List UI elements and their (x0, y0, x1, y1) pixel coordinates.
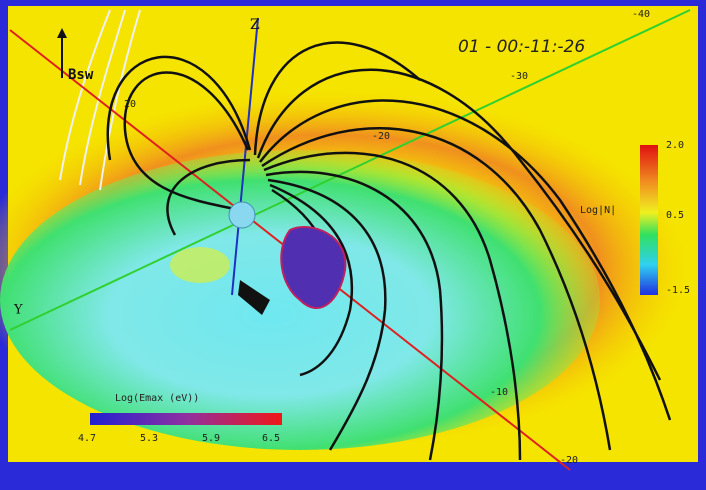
colorbar-tick-label: 5.9 (202, 433, 220, 444)
y-axis (9, 9, 691, 331)
particle-cloud-shadow (238, 280, 270, 315)
z-axis (231, 17, 259, 296)
colorbar-tick-label: 0.5 (666, 210, 684, 221)
bsw-arrowhead (57, 28, 67, 38)
axis-tick-label: -30 (510, 71, 528, 82)
z-label: Z (250, 17, 260, 33)
colorbar-tick-label: -1.5 (666, 285, 690, 296)
colorbar-tick-label: 2.0 (666, 140, 684, 151)
colorbar-title: Log(Emax (eV)) (115, 393, 199, 404)
colorbar-tick-label: 5.3 (140, 433, 158, 444)
axis-tick-label: -20 (372, 131, 390, 142)
bsw-label: Bsw (68, 67, 94, 83)
density-colorbar (640, 145, 658, 295)
y-label: Y (13, 303, 23, 318)
energy-colorbar (90, 413, 282, 425)
colorbar-tick-label: 6.5 (262, 433, 280, 444)
particle-cloud (280, 225, 347, 310)
colorbar-title: Log|N| (580, 205, 616, 216)
solar-wind-lines (59, 9, 141, 191)
colorbar-tick-label: 4.7 (78, 433, 96, 444)
density-region (170, 247, 230, 283)
axis-tick-label: -20 (560, 455, 578, 466)
axis-tick-label: -10 (490, 387, 508, 398)
axis-tick-label: 20 (124, 99, 136, 110)
timestamp: 01 - 00:-11:-26 (458, 37, 585, 57)
axis-tick-label: -40 (632, 9, 650, 20)
earth (228, 201, 256, 229)
